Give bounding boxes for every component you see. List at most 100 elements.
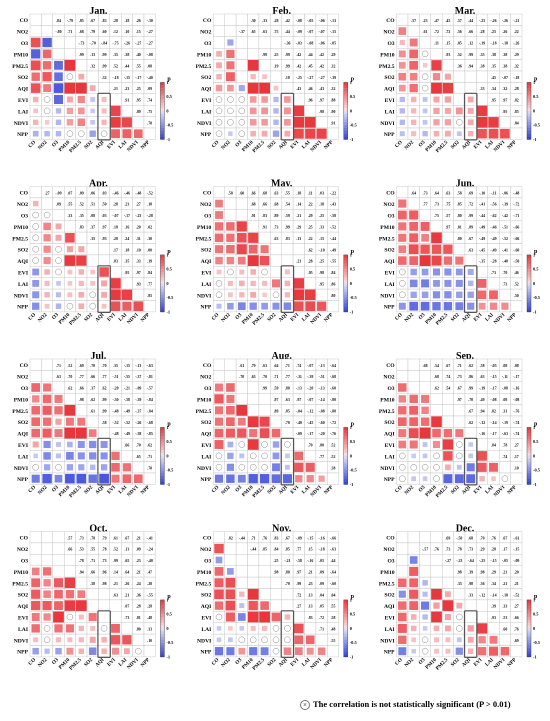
matrix-cell	[396, 358, 409, 371]
colorbar-segment	[527, 110, 531, 114]
corr-value: -.44	[239, 536, 245, 540]
colorbar-segment	[160, 274, 165, 278]
corr-square	[431, 60, 442, 71]
col-label: LAI	[118, 657, 129, 668]
corr-square	[432, 440, 441, 449]
panel-nov: Nov.CONO2O3PM10PM2.5SO2AQIEVILAINDVINPPC…	[196, 524, 358, 672]
corr-square	[44, 303, 50, 309]
corr-value: .55	[331, 605, 336, 609]
colorbar-frame	[343, 82, 348, 140]
corr-square	[53, 578, 64, 588]
corr-square	[422, 476, 428, 482]
col-label: EVI	[106, 485, 117, 496]
panel-feb: Feb.CONO2O3PM10PM2.5SO2AQIEVILAINDVINPPC…	[196, 6, 358, 154]
corr-value: .63	[445, 191, 450, 195]
col-label: CO	[394, 140, 404, 150]
corr-square	[491, 476, 496, 482]
corr-value: -.25	[479, 559, 485, 563]
corr-value: .32	[502, 87, 507, 91]
corr-square	[237, 613, 246, 621]
matrix-cell	[120, 622, 133, 635]
row-label: O3	[204, 41, 211, 47]
corr-value: -.60	[330, 582, 336, 586]
matrix-cell	[430, 461, 443, 474]
corr-value: .58	[331, 616, 336, 620]
not-significant-mark	[272, 625, 280, 632]
matrix-cell	[419, 82, 431, 95]
corr-value: .29	[491, 570, 496, 574]
corr-value: -.24	[147, 548, 153, 552]
colorbar-segment	[160, 297, 165, 301]
corr-square	[442, 439, 454, 450]
corr-square	[431, 232, 442, 244]
colorbar-tick: 0	[533, 108, 536, 113]
matrix-cell	[315, 288, 328, 301]
corr-value: .28	[147, 582, 152, 586]
colorbar-tick: 0.5	[166, 267, 172, 272]
colorbar-segment	[527, 102, 531, 106]
corr-square	[64, 577, 76, 588]
corr-value: .78	[102, 548, 107, 552]
corr-square	[78, 280, 84, 286]
colorbar-segment	[343, 441, 348, 445]
corr-square	[215, 383, 223, 392]
panel-title: Mar.	[455, 6, 476, 17]
corr-value: -.49	[124, 409, 130, 413]
colorbar-segment	[527, 303, 531, 307]
corr-value: -.03	[490, 364, 496, 368]
corr-square	[78, 246, 85, 253]
corr-square	[237, 474, 246, 483]
col-label: NPP	[140, 311, 152, 323]
colorbar-segment	[343, 289, 348, 293]
row-label: SO2	[201, 593, 211, 599]
colorbar-segment	[343, 260, 348, 264]
corr-square	[295, 475, 303, 483]
corr-value: .05	[319, 605, 324, 609]
corr-square	[77, 417, 86, 426]
corr-value: -.66	[513, 237, 519, 241]
corr-value: .72	[434, 30, 439, 34]
corr-square	[215, 556, 223, 564]
corr-square	[304, 289, 316, 301]
corr-value: .84	[331, 271, 336, 275]
corr-value: -.30	[147, 19, 153, 23]
corr-value: .73	[468, 548, 473, 552]
row-label: EVI	[385, 616, 395, 622]
matrix-cell	[41, 209, 54, 221]
colorbar-tick: 0	[166, 453, 169, 458]
colorbar-frame	[526, 599, 532, 658]
colorbar-segment	[343, 99, 348, 103]
matrix-cell	[258, 450, 271, 462]
corr-square	[273, 119, 279, 126]
corr-value: .37	[90, 225, 95, 229]
corr-square	[55, 223, 62, 230]
corr-value: -.49	[124, 432, 130, 436]
corr-value: .63	[56, 375, 61, 379]
not-significant-mark	[456, 119, 463, 126]
corr-value: -.37	[239, 30, 245, 34]
colorbar-tick: -1	[533, 137, 537, 142]
row-label: NO2	[200, 375, 211, 381]
corr-value: -.79	[67, 19, 73, 23]
colorbar-segment	[343, 254, 348, 258]
colorbar-segment	[343, 105, 348, 109]
matrix-cell	[224, 554, 237, 566]
matrix-cell	[327, 300, 339, 313]
corr-square	[239, 626, 245, 631]
corr-value: .52	[457, 53, 462, 57]
corr-value: .32	[331, 87, 336, 91]
col-label: AQI	[461, 485, 472, 496]
corr-value: -.64	[468, 559, 474, 563]
col-label: AQI	[94, 312, 105, 323]
col-label: NPP	[506, 311, 518, 323]
matrix-cell	[63, 554, 76, 566]
corr-value: .98	[480, 570, 485, 574]
col-label: CO	[211, 140, 221, 150]
corr-value: .94	[468, 64, 473, 68]
matrix-cell	[63, 220, 76, 233]
colorbar-segment	[527, 473, 531, 477]
corr-square	[54, 406, 63, 415]
corr-value: .89	[468, 225, 473, 229]
corr-value: .71	[457, 364, 462, 368]
corr-square	[293, 128, 304, 139]
